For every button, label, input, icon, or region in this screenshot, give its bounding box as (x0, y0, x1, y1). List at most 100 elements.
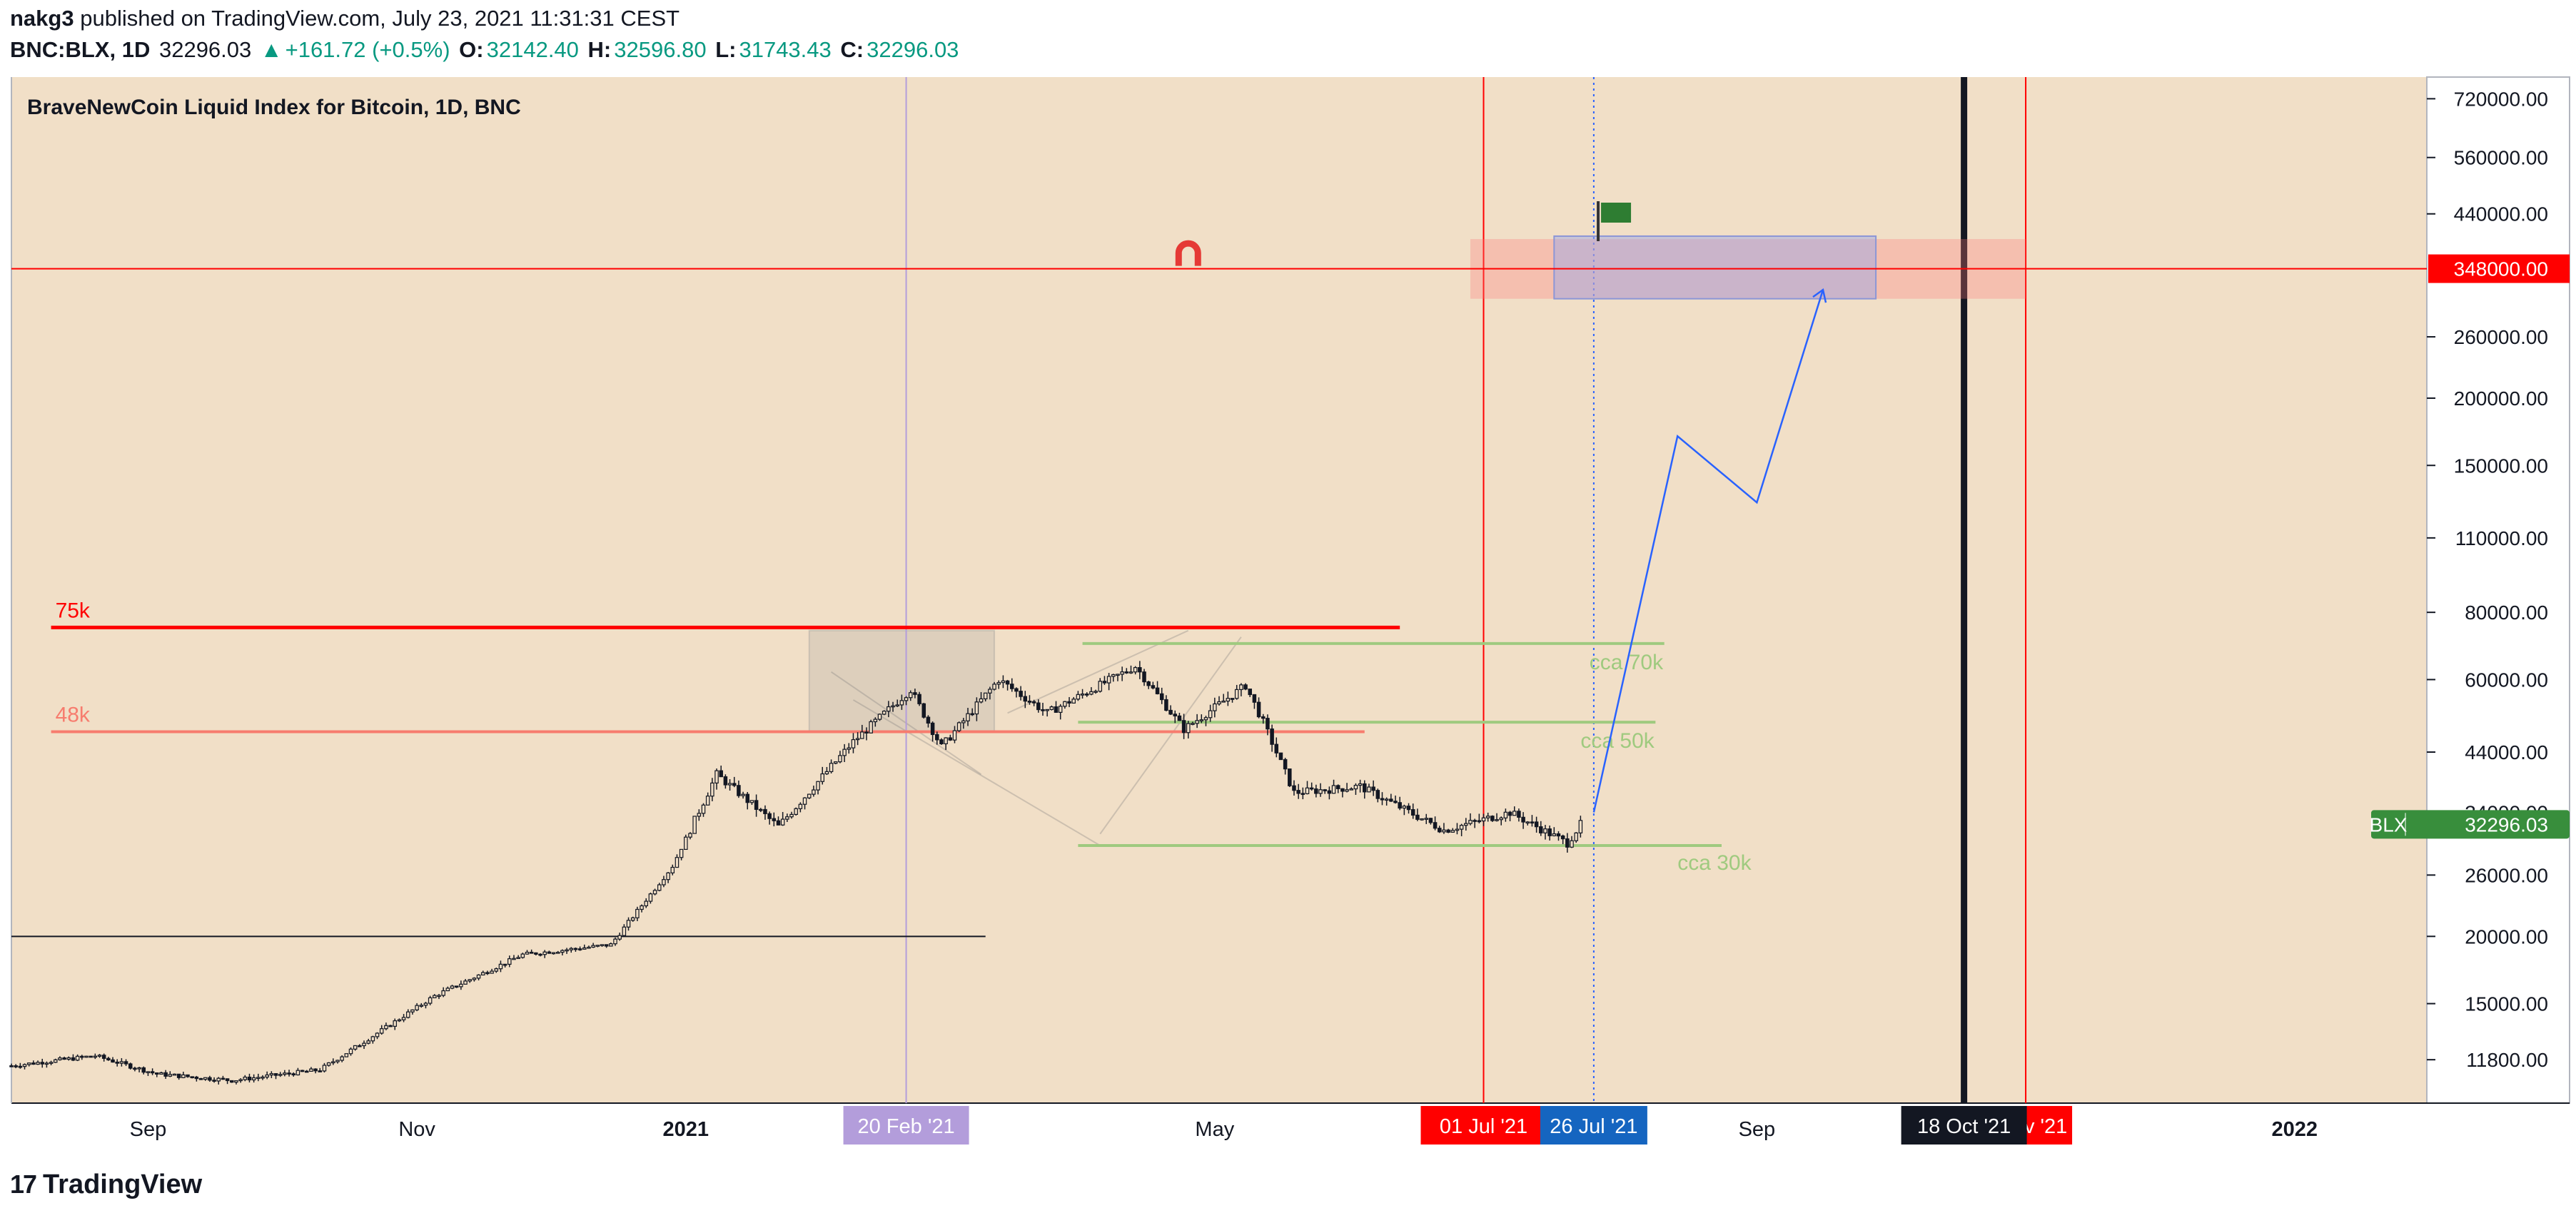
candle-body (1398, 802, 1402, 809)
candle-body (283, 1072, 287, 1075)
up-arrow-icon: ▲ (260, 37, 283, 62)
candle-body (366, 1040, 370, 1044)
candle-body (454, 985, 459, 988)
projection-path[interactable] (1592, 289, 1824, 813)
candle-body (613, 938, 617, 945)
candle-body (520, 953, 525, 958)
candle-body (208, 1077, 212, 1081)
level-label: 48k (56, 704, 91, 727)
candle-body (502, 963, 507, 966)
candle-body (1005, 680, 1010, 685)
candle-body (688, 833, 692, 838)
candle-body (1239, 684, 1243, 691)
candle-body (322, 1065, 327, 1072)
candle-body (877, 714, 882, 720)
candle-body (459, 983, 463, 988)
candle-body (340, 1056, 344, 1061)
candle-body (705, 796, 710, 806)
candle-body (291, 1073, 296, 1076)
tradingview-logo-icon: 17 (10, 1169, 37, 1199)
candle-body (534, 952, 538, 955)
candle-body (860, 731, 864, 739)
candle-body (864, 731, 869, 734)
candle-body (212, 1080, 216, 1082)
candle-body (930, 722, 935, 736)
candle-body (785, 816, 789, 820)
candle-body (684, 836, 688, 851)
candle-body (1468, 820, 1473, 824)
high-value: 32596.80 (614, 37, 707, 62)
price-tick-label: 60000.00 (2465, 669, 2548, 691)
candle-body (1116, 674, 1120, 676)
candle-body (913, 692, 917, 695)
plot-area[interactable] (11, 77, 2427, 1103)
candle-body (737, 785, 741, 796)
date-tag[interactable] (843, 1106, 969, 1145)
candle-body (388, 1025, 393, 1027)
candle-body (261, 1076, 265, 1079)
candle-body (1428, 818, 1433, 823)
candle-body (1217, 701, 1221, 705)
candle-body (1433, 822, 1438, 829)
candle-body (1375, 790, 1380, 799)
last-price-tag[interactable] (2371, 810, 2570, 839)
candle-body (727, 783, 732, 786)
candle-body (1367, 786, 1371, 793)
close-value: 32296.03 (867, 37, 959, 62)
candle-body (498, 963, 503, 970)
tradingview-logo[interactable]: 17 TradingView (10, 1167, 202, 1202)
candle-body (873, 719, 878, 723)
candle-body (944, 737, 948, 745)
candle-body (591, 945, 595, 948)
candle-body (1415, 814, 1420, 820)
candle-body (525, 951, 530, 955)
candle-body (838, 755, 842, 763)
date-tag[interactable] (1540, 1106, 1647, 1145)
level-label: 75k (56, 599, 91, 622)
candle-body (401, 1017, 406, 1020)
tradingview-brand: TradingView (43, 1169, 203, 1199)
candle-body (66, 1057, 71, 1060)
price-tick-label: 150000.00 (2454, 455, 2548, 477)
candle-body (1340, 788, 1345, 792)
candle-body (269, 1073, 274, 1076)
candle-body (1481, 817, 1486, 822)
range-box[interactable] (808, 629, 996, 733)
candle-body (1199, 719, 1204, 721)
candle-body (1031, 701, 1036, 704)
candle-body (1243, 684, 1248, 690)
magnet-icon[interactable] (1175, 240, 1201, 266)
time-tick-label: 2021 (663, 1118, 709, 1141)
candle-body (1213, 703, 1217, 711)
candle-body (40, 1062, 44, 1065)
candle-body (1023, 696, 1028, 702)
candle-body (348, 1048, 353, 1055)
candle-body (397, 1019, 402, 1022)
price-axis[interactable] (2426, 76, 2570, 1104)
price-tick-label: 26000.00 (2465, 864, 2548, 886)
flag-icon-cloth (1601, 203, 1632, 223)
author-name[interactable]: nakg3 (10, 6, 74, 31)
candle-body (904, 697, 909, 701)
candle-body (441, 990, 445, 996)
price-tag-348000[interactable] (2428, 254, 2570, 283)
candle-body (1495, 819, 1499, 821)
candle-body (582, 947, 587, 950)
candle-body (1151, 685, 1156, 689)
candle-body (1349, 788, 1354, 791)
candle-body (630, 917, 635, 921)
candle-body (547, 951, 552, 954)
candle-body (331, 1061, 335, 1064)
date-tag[interactable] (1420, 1106, 1547, 1145)
candle-body (415, 1005, 419, 1010)
candle-body (1543, 828, 1547, 833)
candle-body (62, 1057, 66, 1060)
candle-body (956, 722, 961, 731)
target-zone-blue[interactable] (1553, 235, 1877, 300)
date-tag-label: 01 Jul '21 (1440, 1115, 1527, 1138)
candle-body (573, 948, 578, 950)
date-tag[interactable] (1901, 1106, 2027, 1145)
candle-body (344, 1053, 349, 1057)
candle-body (155, 1072, 159, 1075)
